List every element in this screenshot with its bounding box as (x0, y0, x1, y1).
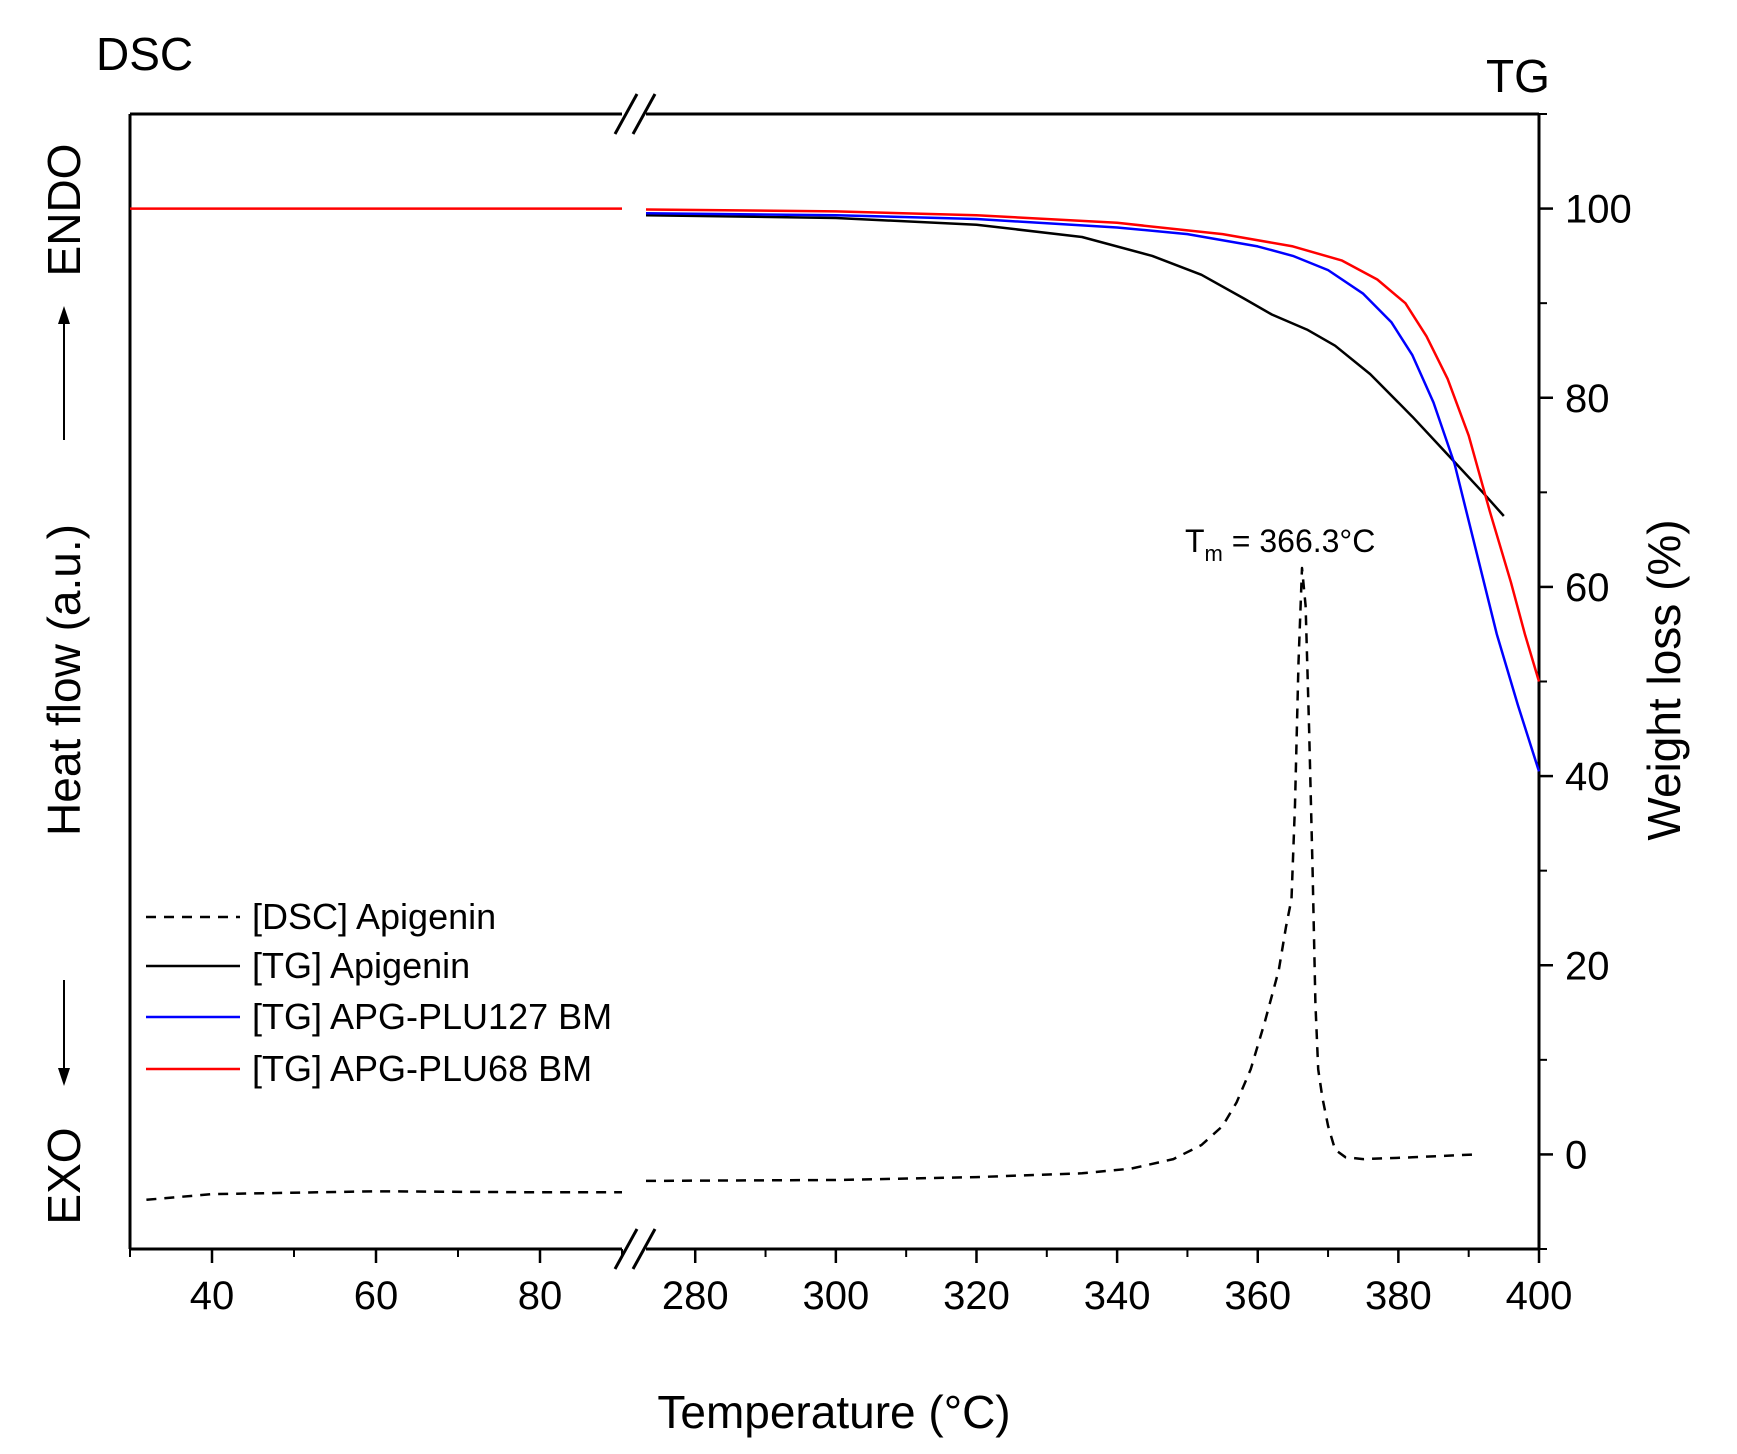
break-mark-top-2 (631, 93, 657, 135)
left-y-axis-title: Heat flow (a.u.) (38, 524, 90, 836)
legend-label: [TG] APG-PLU68 BM (252, 1048, 592, 1089)
series-line (146, 1190, 622, 1202)
x-tick-label: 400 (1506, 1274, 1573, 1318)
series-layer (130, 207, 1541, 1202)
series-line (645, 566, 1476, 1183)
series-line (645, 212, 1541, 772)
legend-label: [TG] Apigenin (252, 945, 470, 986)
series-1 (645, 213, 1505, 517)
x-tick-label: 380 (1365, 1274, 1432, 1318)
legend-entry: [TG] APG-PLU127 BM (146, 996, 612, 1037)
y-tick-label: 20 (1565, 944, 1610, 988)
y-tick-label: 60 (1565, 566, 1610, 610)
exo-down-arrow (58, 980, 70, 1086)
legend-entry: [TG] APG-PLU68 BM (146, 1048, 592, 1089)
y-tick-label: 100 (1565, 188, 1632, 232)
tm-annotation-main: T (1185, 523, 1205, 559)
endo-label: ENDO (38, 144, 90, 277)
series-0 (146, 566, 1476, 1202)
x-tick-label: 340 (1084, 1274, 1151, 1318)
y-tick-label: 80 (1565, 377, 1610, 421)
tg-corner-label: TG (1486, 50, 1550, 102)
dsc-corner-label: DSC (96, 28, 193, 80)
break-mark-bottom-2 (631, 1228, 657, 1270)
x-tick-label: 80 (518, 1274, 563, 1318)
y-tick-label: 0 (1565, 1133, 1587, 1177)
series-3 (130, 207, 1541, 682)
x-tick-label: 40 (190, 1274, 235, 1318)
series-line (645, 213, 1505, 517)
x-axis-ticks: 40 60 80 280 300 320 340 360 380 400 (129, 1249, 1573, 1318)
x-tick-label: 60 (354, 1274, 399, 1318)
right-y-axis-title: Weight loss (%) (1638, 519, 1690, 840)
break-mark-bottom-1 (613, 1228, 639, 1270)
exo-label: EXO (38, 1127, 90, 1224)
legend-label: [DSC] Apigenin (252, 896, 496, 937)
legend-label: [TG] APG-PLU127 BM (252, 996, 612, 1037)
break-mark-top-1 (613, 93, 639, 135)
endo-up-arrow (58, 306, 70, 440)
legend: [DSC] Apigenin [TG] Apigenin [TG] APG-PL… (146, 896, 612, 1089)
x-tick-label: 320 (943, 1274, 1010, 1318)
tm-annotation-subscript: m (1205, 541, 1223, 566)
tm-annotation-rest: = 366.3°C (1223, 523, 1375, 559)
x-tick-label: 360 (1224, 1274, 1291, 1318)
x-tick-label: 300 (802, 1274, 869, 1318)
y-tick-label: 40 (1565, 755, 1610, 799)
series-2 (645, 212, 1541, 772)
x-axis-title: Temperature (°C) (657, 1386, 1010, 1438)
x-tick-label: 280 (662, 1274, 729, 1318)
series-line (645, 208, 1541, 682)
legend-entry: [TG] Apigenin (146, 945, 470, 986)
tm-annotation: Tm = 366.3°C (1185, 523, 1375, 566)
right-y-axis-ticks: 0 20 40 60 80 100 (1539, 113, 1632, 1250)
legend-entry: [DSC] Apigenin (146, 896, 496, 937)
